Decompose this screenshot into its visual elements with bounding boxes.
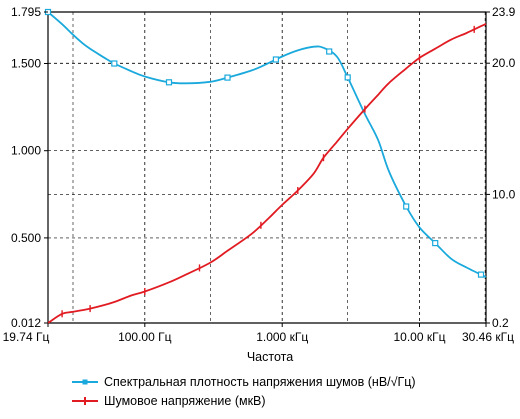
y-left-tick-label: 1.000 <box>11 144 41 158</box>
data-point-noise-density <box>272 56 279 63</box>
x-tick-label: 10.00 кГц <box>394 330 446 344</box>
legend-item-noise-density: Спектральная плотность напряжения шумов … <box>72 372 416 391</box>
x-tick-label: 1.000 кГц <box>256 330 308 344</box>
legend-item-noise-voltage: Шумовое напряжение (мкВ) <box>72 391 416 410</box>
data-point-noise-density <box>224 74 231 81</box>
data-point-noise-density <box>432 240 439 247</box>
series-layer <box>44 8 487 324</box>
gridlines <box>48 12 486 323</box>
data-point-noise-density <box>477 271 485 278</box>
y-left-tick-label: 1.795 <box>11 5 41 19</box>
legend-label-noise-voltage: Шумовое напряжение (мкВ) <box>104 393 266 408</box>
y-left-tick-label: 0.500 <box>11 231 41 245</box>
legend-label-noise-density: Спектральная плотность напряжения шумов … <box>104 374 416 389</box>
series-line-noise-density <box>47 11 487 278</box>
x-tick-label: 100.00 Гц <box>118 330 172 344</box>
y-right-tick-label: 10.0 <box>492 187 516 201</box>
y-right-tick-label: 23.9 <box>492 5 516 19</box>
data-point-noise-density <box>344 74 351 81</box>
x-axis-label: Частота <box>247 350 293 364</box>
legend-swatch-noise-voltage <box>72 396 98 405</box>
x-tick-label: 19.74 Гц <box>3 330 50 344</box>
legend-swatch-noise-density <box>72 379 98 384</box>
y-left-tick-label: 0.012 <box>11 316 41 330</box>
series-line-noise-voltage <box>47 22 487 324</box>
data-point-noise-density <box>326 48 333 55</box>
plot-frame <box>47 11 487 324</box>
y-right-tick-label: 0.2 <box>492 316 509 330</box>
data-point-noise-density <box>403 203 410 210</box>
y-right-tick-label: 20.0 <box>492 56 516 70</box>
data-point-noise-density <box>165 79 173 86</box>
data-point-noise-density <box>111 60 118 67</box>
x-tick-label: 30.46 кГц <box>462 330 514 344</box>
legend: Спектральная плотность напряжения шумов … <box>72 372 416 410</box>
axis-tick-labels: 1.795 1.500 1.000 0.500 0.012 23.9 20.0 10.0 0.2… <box>3 5 516 344</box>
y-left-tick-label: 1.500 <box>11 57 41 71</box>
